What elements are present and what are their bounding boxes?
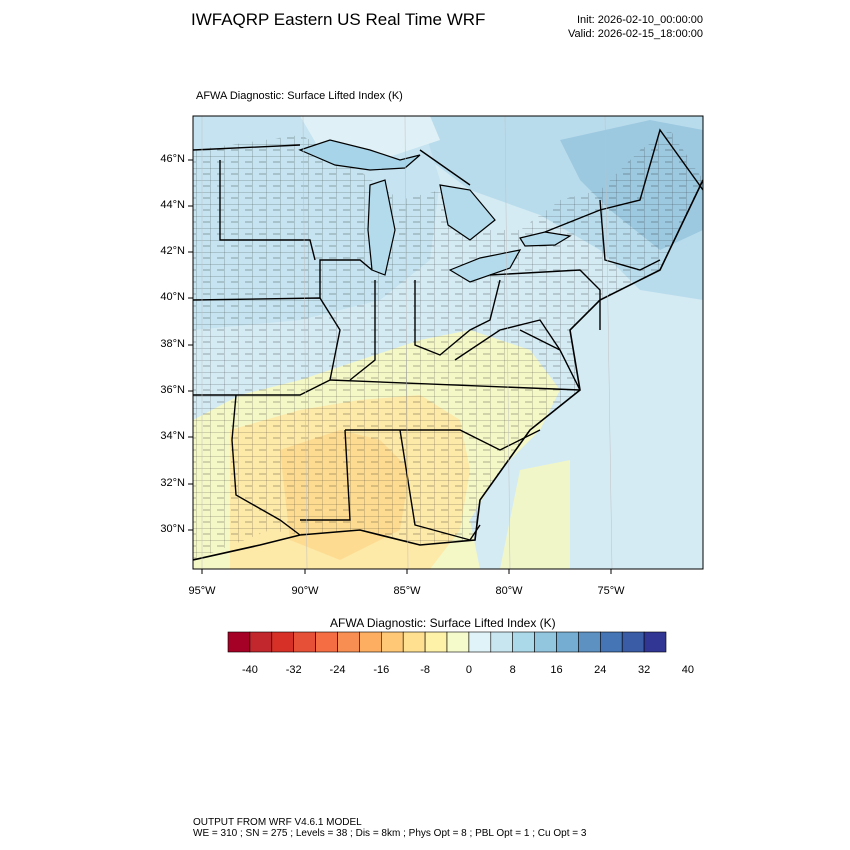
lake-erie <box>448 249 522 283</box>
lon-label: 90°W <box>291 585 319 597</box>
lake-superior <box>298 139 421 171</box>
coastline <box>193 179 703 561</box>
colorbar-title: AFWA Diagnostic: Surface Lifted Index (K… <box>330 616 556 630</box>
colorbar-swatch <box>621 631 645 653</box>
field-atlantic-pale <box>500 460 570 569</box>
colorbar <box>227 631 667 653</box>
lat-label: 38°N <box>160 338 185 350</box>
colorbar-label: 16 <box>550 664 563 676</box>
lat-label: 34°N <box>160 430 185 442</box>
footer-config: WE = 310 ; SN = 275 ; Levels = 38 ; Dis … <box>193 828 587 839</box>
lat-label: 30°N <box>160 523 185 535</box>
colorbar-swatch <box>315 631 338 653</box>
colorbar-label: 0 <box>465 664 472 676</box>
colorbar-label: 32 <box>637 664 651 676</box>
colorbar-label: 8 <box>509 664 516 676</box>
colorbar-swatch <box>380 631 404 653</box>
lat-label: 42°N <box>160 245 185 257</box>
lon-label: 80°W <box>495 585 523 597</box>
colorbar-swatch <box>468 631 492 653</box>
page-title: IWFAQRP Eastern US Real Time WRF <box>191 10 486 29</box>
lat-label: 40°N <box>160 291 185 303</box>
county-lines <box>193 130 703 560</box>
colorbar-swatch <box>534 631 557 653</box>
colorbar-swatch <box>337 631 360 653</box>
lat-label: 36°N <box>160 384 185 396</box>
lat-label: 46°N <box>160 153 185 165</box>
lat-label: 44°N <box>160 199 185 211</box>
colorbar-swatch <box>556 631 579 653</box>
lon-label: 95°W <box>188 585 216 597</box>
colorbar-swatch <box>359 631 382 653</box>
map-subtitle: AFWA Diagnostic: Surface Lifted Index (K… <box>196 90 403 102</box>
colorbar-swatch <box>293 631 316 653</box>
valid-time: Valid: 2026-02-15_18:00:00 <box>568 28 703 40</box>
colorbar-swatch <box>490 631 513 653</box>
init-time: Init: 2026-02-10_00:00:00 <box>577 14 703 26</box>
colorbar-label: 24 <box>594 664 607 676</box>
colorbar-swatch <box>402 631 426 653</box>
colorbar-label: -40 <box>241 664 258 676</box>
colorbar-swatch <box>578 631 601 653</box>
country-border <box>193 128 703 233</box>
lake-ontario <box>519 231 572 247</box>
graticule <box>201 116 613 569</box>
lake-michigan <box>367 179 396 276</box>
colorbar-label: -24 <box>329 664 346 676</box>
colorbar-swatch <box>249 631 273 653</box>
lon-label: 85°W <box>393 585 421 597</box>
colorbar-label: 40 <box>681 664 695 676</box>
map-frame <box>192 115 704 570</box>
map-field <box>193 116 703 569</box>
colorbar-label: -8 <box>420 664 430 676</box>
footer-model: OUTPUT FROM WRF V4.6.1 MODEL <box>193 817 362 828</box>
colorbar-label: -16 <box>373 664 390 676</box>
colorbar-swatch <box>599 631 623 653</box>
lake-huron <box>439 184 496 241</box>
colorbar-swatch <box>271 631 294 653</box>
lat-label: 32°N <box>160 477 185 489</box>
colorbar-swatch <box>227 631 251 653</box>
state-lines <box>193 160 661 541</box>
colorbar-swatch <box>512 631 535 653</box>
colorbar-label: -32 <box>285 664 302 676</box>
colorbar-swatch <box>446 631 470 653</box>
lon-label: 75°W <box>597 585 625 597</box>
colorbar-swatch <box>424 631 448 653</box>
axis-ticks <box>188 159 612 574</box>
colorbar-swatch <box>643 631 667 653</box>
